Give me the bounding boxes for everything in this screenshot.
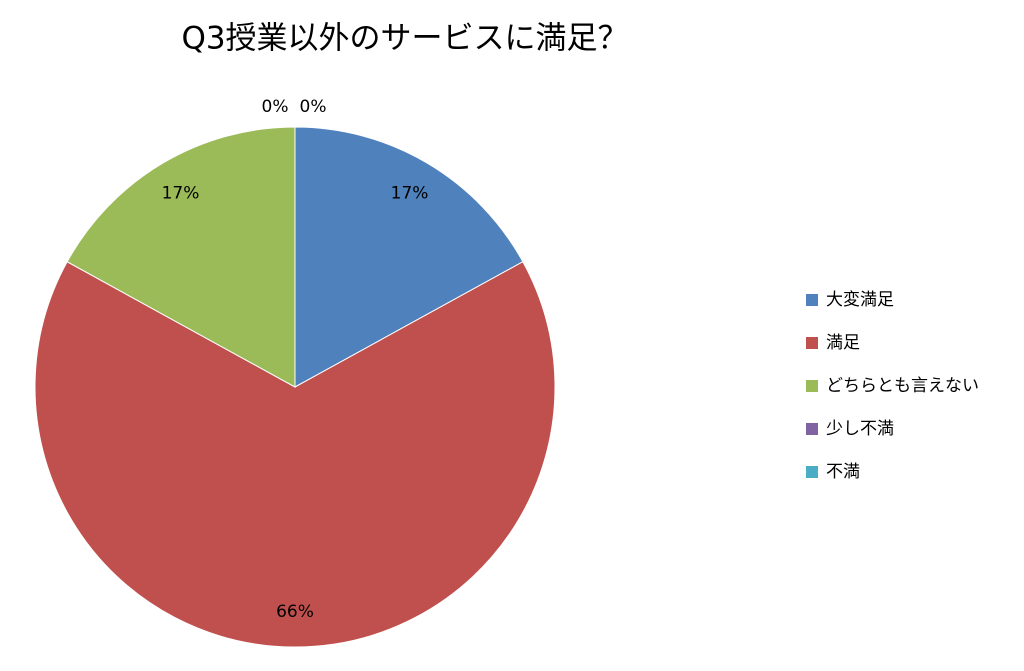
legend-swatch: [806, 380, 818, 392]
legend-swatch: [806, 294, 818, 306]
legend-label: 満足: [826, 333, 860, 353]
data-label: 66%: [276, 602, 314, 622]
data-label: 0%: [300, 97, 327, 117]
pie-slice: [66, 126, 296, 388]
data-label: 0%: [262, 97, 289, 117]
legend-swatch: [806, 423, 818, 435]
legend-swatch: [806, 466, 818, 478]
data-label: 17%: [162, 183, 200, 203]
pie-slice: [34, 261, 556, 648]
chart-title: Q3授業以外のサービスに満足？: [181, 21, 628, 57]
pie-slice: [294, 126, 524, 388]
legend-label: 少し不満: [826, 419, 894, 439]
data-label: 17%: [391, 183, 429, 203]
legend-label: どちらとも言えない: [826, 376, 979, 396]
legend-swatch: [806, 337, 818, 349]
legend-label: 不満: [826, 462, 860, 482]
legend-label: 大変満足: [826, 290, 894, 310]
